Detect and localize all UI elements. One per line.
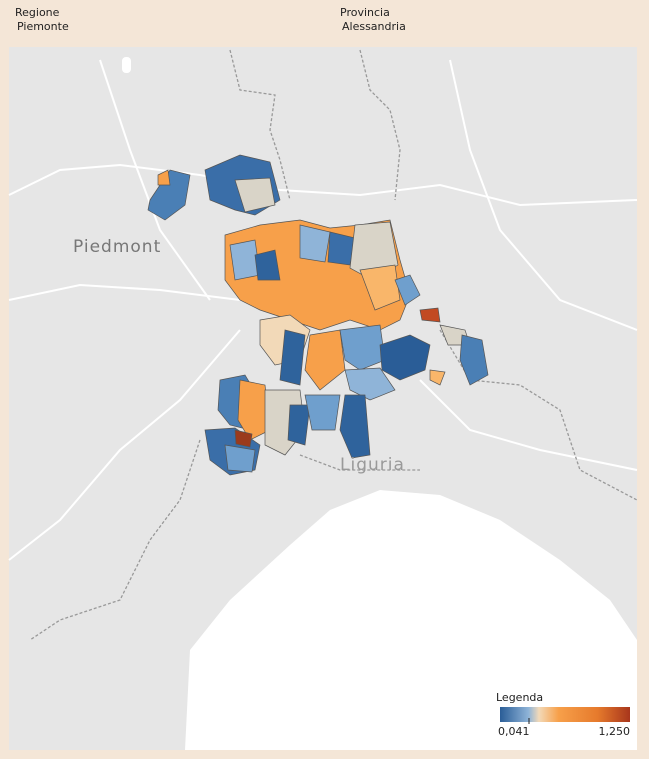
sea	[9, 490, 637, 750]
roads	[8, 59, 638, 561]
municipalities	[147, 154, 489, 476]
lake	[122, 57, 131, 73]
place-label: Liguria	[340, 455, 405, 475]
place-label: Piedmont	[73, 237, 161, 257]
legend-min: 0,041	[498, 725, 530, 738]
legend-title: Legenda	[496, 691, 543, 704]
filter-value[interactable]: Piemonte	[17, 20, 69, 33]
filter-label: Regione	[15, 6, 60, 19]
filter-value[interactable]: Alessandria	[342, 20, 406, 33]
legend-gradient	[500, 707, 630, 722]
filter-label: Provincia	[340, 6, 390, 19]
borders	[29, 49, 638, 641]
legend-max: 1,250	[599, 725, 631, 738]
